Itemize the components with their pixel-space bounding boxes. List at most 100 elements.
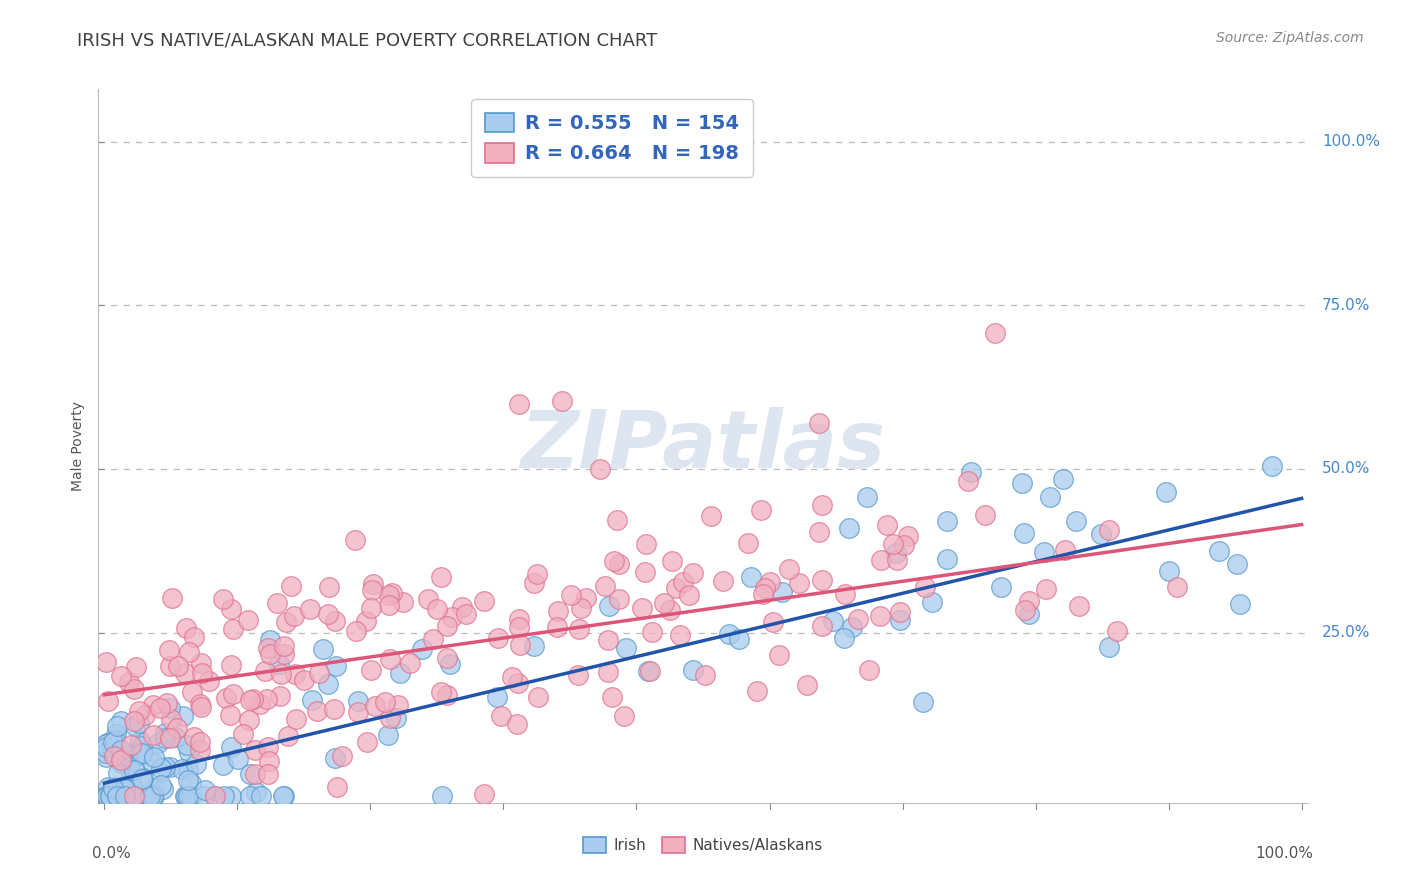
Point	[115, 789, 138, 803]
Point	[110, 756, 132, 770]
Point	[142, 727, 165, 741]
Point	[104, 727, 127, 741]
Point	[98, 789, 121, 803]
Point	[912, 695, 935, 709]
Point	[811, 619, 834, 633]
Point	[183, 730, 205, 744]
Point	[118, 675, 141, 690]
Point	[430, 685, 453, 699]
Point	[439, 657, 461, 671]
Point	[269, 657, 291, 671]
Point	[94, 655, 117, 669]
Point	[104, 733, 127, 747]
Point	[257, 739, 280, 754]
Point	[152, 782, 174, 797]
Point	[180, 789, 202, 803]
Point	[103, 748, 125, 763]
Point	[1105, 624, 1128, 638]
Point	[346, 705, 368, 719]
Point	[273, 639, 295, 653]
Point	[104, 784, 127, 798]
Point	[1229, 598, 1251, 612]
Point	[143, 780, 166, 795]
Legend: Irish, Natives/Alaskans: Irish, Natives/Alaskans	[578, 831, 828, 859]
Point	[1054, 542, 1077, 557]
Point	[322, 702, 344, 716]
Point	[105, 719, 128, 733]
Point	[110, 669, 132, 683]
Point	[98, 789, 121, 803]
Point	[117, 789, 139, 803]
Point	[486, 631, 509, 645]
Point	[110, 782, 132, 797]
Point	[451, 599, 474, 614]
Point	[176, 739, 198, 753]
Point	[142, 789, 165, 803]
Point	[177, 745, 200, 759]
Point	[266, 596, 288, 610]
Point	[125, 747, 148, 762]
Point	[858, 664, 880, 678]
Point	[936, 514, 959, 528]
Point	[671, 574, 693, 589]
Point	[120, 738, 142, 752]
Point	[149, 701, 172, 715]
Point	[637, 664, 659, 678]
Point	[634, 566, 657, 580]
Point	[344, 624, 367, 638]
Point	[177, 789, 200, 803]
Point	[274, 615, 297, 629]
Point	[796, 678, 818, 692]
Point	[124, 789, 146, 803]
Point	[179, 645, 201, 659]
Point	[259, 648, 281, 662]
Point	[1033, 545, 1056, 559]
Point	[129, 747, 152, 762]
Point	[422, 632, 444, 647]
Point	[167, 658, 190, 673]
Point	[190, 666, 212, 681]
Point	[131, 746, 153, 760]
Point	[228, 752, 250, 766]
Point	[1157, 564, 1180, 578]
Point	[97, 789, 120, 803]
Point	[299, 602, 322, 616]
Point	[717, 627, 740, 641]
Point	[131, 772, 153, 786]
Point	[807, 416, 830, 430]
Point	[426, 602, 449, 616]
Point	[159, 760, 181, 774]
Point	[143, 749, 166, 764]
Point	[567, 667, 589, 681]
Point	[114, 789, 136, 803]
Point	[728, 632, 751, 646]
Point	[661, 554, 683, 568]
Point	[177, 772, 200, 787]
Point	[222, 687, 245, 701]
Point	[984, 326, 1007, 340]
Point	[96, 736, 118, 750]
Point	[118, 756, 141, 771]
Point	[118, 764, 141, 778]
Point	[193, 789, 215, 803]
Point	[98, 787, 121, 801]
Point	[121, 780, 143, 794]
Point	[312, 642, 335, 657]
Point	[249, 697, 271, 711]
Point	[669, 628, 692, 642]
Point	[128, 715, 150, 730]
Point	[472, 787, 495, 801]
Point	[508, 620, 530, 634]
Text: IRISH VS NATIVE/ALASKAN MALE POVERTY CORRELATION CHART: IRISH VS NATIVE/ALASKAN MALE POVERTY COR…	[77, 31, 658, 49]
Point	[631, 601, 654, 615]
Point	[596, 632, 619, 647]
Point	[1208, 544, 1230, 558]
Point	[253, 665, 276, 679]
Point	[869, 553, 891, 567]
Point	[838, 521, 860, 535]
Point	[855, 490, 877, 504]
Point	[1261, 458, 1284, 473]
Point	[378, 598, 401, 612]
Point	[441, 609, 464, 624]
Point	[180, 685, 202, 699]
